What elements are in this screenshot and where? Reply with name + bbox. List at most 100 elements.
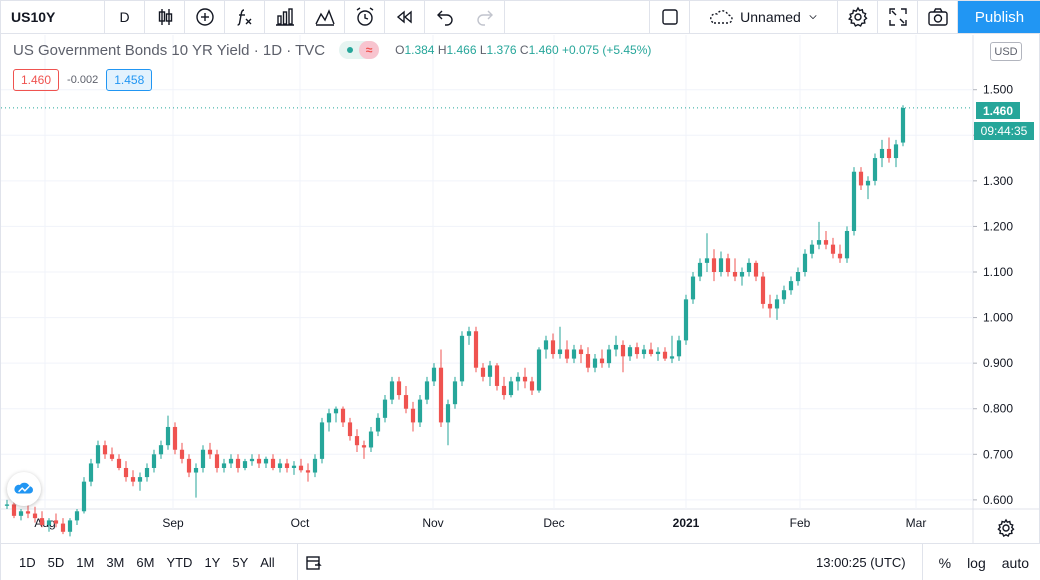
toolbar-spacer bbox=[505, 1, 650, 33]
range-button-3m[interactable]: 3M bbox=[106, 555, 125, 570]
candle-body bbox=[4, 504, 10, 506]
candle-body bbox=[536, 349, 542, 391]
candle-body bbox=[774, 299, 780, 309]
bar-style-button[interactable] bbox=[145, 1, 185, 33]
range-button-all[interactable]: All bbox=[260, 555, 275, 570]
log-scale-toggle[interactable]: log bbox=[967, 554, 986, 571]
redo-button[interactable] bbox=[465, 1, 505, 33]
candle-body bbox=[25, 511, 31, 514]
templates-button[interactable] bbox=[305, 1, 345, 33]
candle-body bbox=[347, 422, 353, 437]
replay-button[interactable] bbox=[385, 1, 425, 33]
utc-clock[interactable]: 13:00:25 (UTC) bbox=[816, 543, 923, 580]
candle-body bbox=[102, 445, 108, 455]
price-axis-label: 0.700 bbox=[983, 447, 1013, 461]
series-title[interactable]: US Government Bonds 10 YR Yield · 1D · T… bbox=[13, 41, 326, 59]
candle-body bbox=[732, 272, 738, 277]
candle-body bbox=[865, 180, 871, 186]
indicators-button[interactable] bbox=[225, 1, 265, 33]
time-axis-label: Mar bbox=[906, 516, 927, 530]
low-key: L bbox=[479, 43, 487, 57]
symbol-search-button[interactable]: US10Y bbox=[1, 1, 105, 33]
candle-body bbox=[627, 347, 633, 357]
financials-button[interactable] bbox=[265, 1, 305, 33]
candle-body bbox=[781, 290, 787, 300]
range-button-ytd[interactable]: YTD bbox=[166, 555, 193, 570]
candle-body bbox=[81, 481, 87, 512]
candle-body bbox=[844, 230, 850, 259]
settings-gear-icon bbox=[847, 6, 868, 27]
templates-icon bbox=[314, 9, 335, 26]
fullscreen-mode-button[interactable] bbox=[650, 1, 690, 33]
candle-body bbox=[256, 458, 262, 464]
candle-body bbox=[725, 258, 731, 272]
candle-body bbox=[760, 276, 766, 304]
go-to-date-button[interactable] bbox=[296, 543, 331, 580]
compare-button[interactable] bbox=[185, 1, 225, 33]
interval-button[interactable]: D bbox=[105, 1, 145, 33]
candle-body bbox=[389, 381, 395, 400]
candle-body bbox=[452, 381, 458, 405]
price-axis-label: 1.300 bbox=[983, 174, 1013, 188]
candle-body bbox=[382, 399, 388, 418]
settings-button[interactable] bbox=[838, 1, 878, 33]
compare-plus-icon bbox=[195, 8, 214, 26]
buy-price-button[interactable]: 1.458 bbox=[106, 69, 153, 91]
candle-body bbox=[326, 413, 332, 423]
financials-icon bbox=[275, 8, 294, 26]
candle-body bbox=[683, 299, 689, 341]
high-value: 1.466 bbox=[446, 43, 477, 57]
candle-body bbox=[564, 349, 570, 359]
range-button-1d[interactable]: 1D bbox=[19, 555, 36, 570]
candle-body bbox=[11, 504, 17, 516]
tradingview-logo[interactable] bbox=[7, 472, 41, 506]
range-button-5d[interactable]: 5D bbox=[47, 555, 65, 570]
candle-body bbox=[165, 426, 171, 446]
candle-body bbox=[123, 467, 129, 478]
layout-menu-button[interactable]: Unnamed bbox=[690, 1, 838, 33]
chart-settings-button[interactable] bbox=[995, 517, 1017, 539]
candle-body bbox=[179, 449, 185, 459]
market-status-pill[interactable]: ≈ bbox=[339, 41, 380, 59]
sell-price-button[interactable]: 1.460 bbox=[13, 69, 60, 91]
candle-body bbox=[375, 417, 381, 432]
auto-scale-toggle[interactable]: auto bbox=[1001, 554, 1029, 571]
candle-body bbox=[88, 463, 94, 482]
alert-button[interactable] bbox=[345, 1, 385, 33]
candle-body bbox=[858, 171, 864, 186]
alert-icon bbox=[356, 7, 373, 26]
currency-label[interactable]: USD bbox=[990, 42, 1022, 61]
candle-body bbox=[795, 272, 801, 282]
candle-body bbox=[753, 262, 759, 277]
percent-scale-toggle[interactable]: % bbox=[938, 554, 952, 571]
range-button-1m[interactable]: 1M bbox=[76, 555, 95, 570]
ohlc-values: O1.384 H1.466 L1.376 C1.460 +0.075 (+5.4… bbox=[395, 43, 651, 57]
candle-body bbox=[333, 408, 339, 414]
candle-body bbox=[613, 344, 619, 350]
snapshot-button[interactable] bbox=[918, 1, 958, 33]
publish-button[interactable]: Publish bbox=[958, 1, 1040, 33]
candle-body bbox=[578, 349, 584, 355]
candle-body bbox=[704, 258, 710, 263]
candle-body bbox=[851, 171, 857, 231]
candle-body bbox=[235, 458, 241, 468]
range-button-1y[interactable]: 1Y bbox=[204, 555, 221, 570]
candle-body bbox=[606, 349, 612, 364]
price-axis-label: 1.000 bbox=[983, 311, 1013, 325]
candle-body bbox=[767, 303, 773, 309]
redo-icon bbox=[476, 10, 493, 26]
fullscreen-button[interactable] bbox=[878, 1, 918, 33]
candle-body bbox=[424, 381, 430, 400]
candle-body bbox=[95, 445, 101, 464]
candle-body bbox=[676, 340, 682, 357]
undo-button[interactable] bbox=[425, 1, 465, 33]
candle-body bbox=[900, 107, 906, 143]
high-key: H bbox=[437, 43, 447, 57]
range-button-5y[interactable]: 5Y bbox=[232, 555, 249, 570]
range-button-6m[interactable]: 6M bbox=[136, 555, 155, 570]
candle-body bbox=[410, 408, 416, 423]
series-legend: US Government Bonds 10 YR Yield · 1D · T… bbox=[13, 41, 651, 59]
price-chart[interactable]: 1.5001.4001.3001.2001.1001.0000.9000.800… bbox=[1, 35, 1039, 543]
undo-icon bbox=[437, 10, 453, 26]
candle-body bbox=[508, 381, 514, 396]
